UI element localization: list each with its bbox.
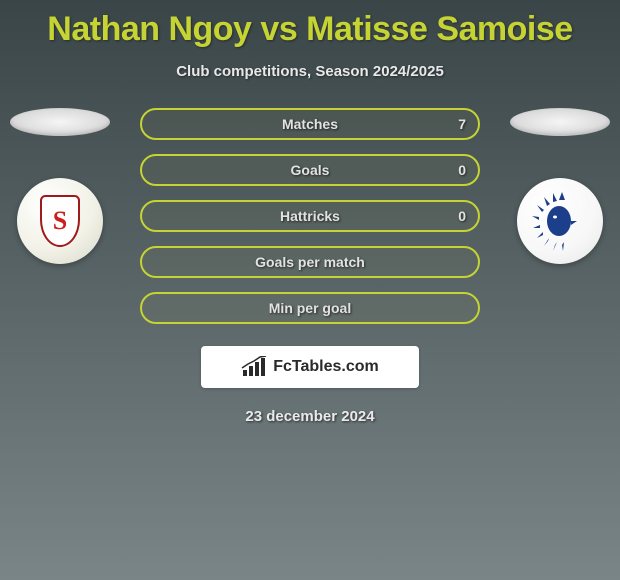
stat-value-right: 0 bbox=[458, 162, 466, 178]
right-player-column bbox=[510, 108, 610, 264]
stat-label: Matches bbox=[282, 116, 338, 132]
date-label: 23 december 2024 bbox=[0, 408, 620, 425]
stat-label: Goals bbox=[291, 162, 330, 178]
brand-text: FcTables.com bbox=[273, 358, 379, 376]
stat-row: Min per goal bbox=[140, 292, 480, 324]
stat-row: Matches 7 bbox=[140, 108, 480, 140]
left-player-column: S bbox=[10, 108, 110, 264]
stats-list: Matches 7 Goals 0 Hattricks 0 Goals per … bbox=[140, 108, 480, 324]
stat-label: Hattricks bbox=[280, 208, 340, 224]
page-title: Nathan Ngoy vs Matisse Samoise bbox=[0, 0, 620, 49]
stat-value-right: 7 bbox=[458, 116, 466, 132]
club-badge-left-letter: S bbox=[40, 195, 80, 247]
stat-row: Goals 0 bbox=[140, 154, 480, 186]
player-photo-placeholder-right bbox=[510, 108, 610, 136]
native-head-icon bbox=[529, 190, 591, 252]
bar-chart-icon bbox=[241, 356, 267, 378]
brand-box[interactable]: FcTables.com bbox=[201, 346, 419, 388]
stat-label: Goals per match bbox=[255, 254, 365, 270]
club-badge-right bbox=[517, 178, 603, 264]
comparison-content: S bbox=[0, 108, 620, 425]
stat-row: Hattricks 0 bbox=[140, 200, 480, 232]
player-photo-placeholder-left bbox=[10, 108, 110, 136]
subtitle: Club competitions, Season 2024/2025 bbox=[0, 63, 620, 80]
stat-value-right: 0 bbox=[458, 208, 466, 224]
stat-label: Min per goal bbox=[269, 300, 351, 316]
club-badge-left: S bbox=[17, 178, 103, 264]
stat-row: Goals per match bbox=[140, 246, 480, 278]
